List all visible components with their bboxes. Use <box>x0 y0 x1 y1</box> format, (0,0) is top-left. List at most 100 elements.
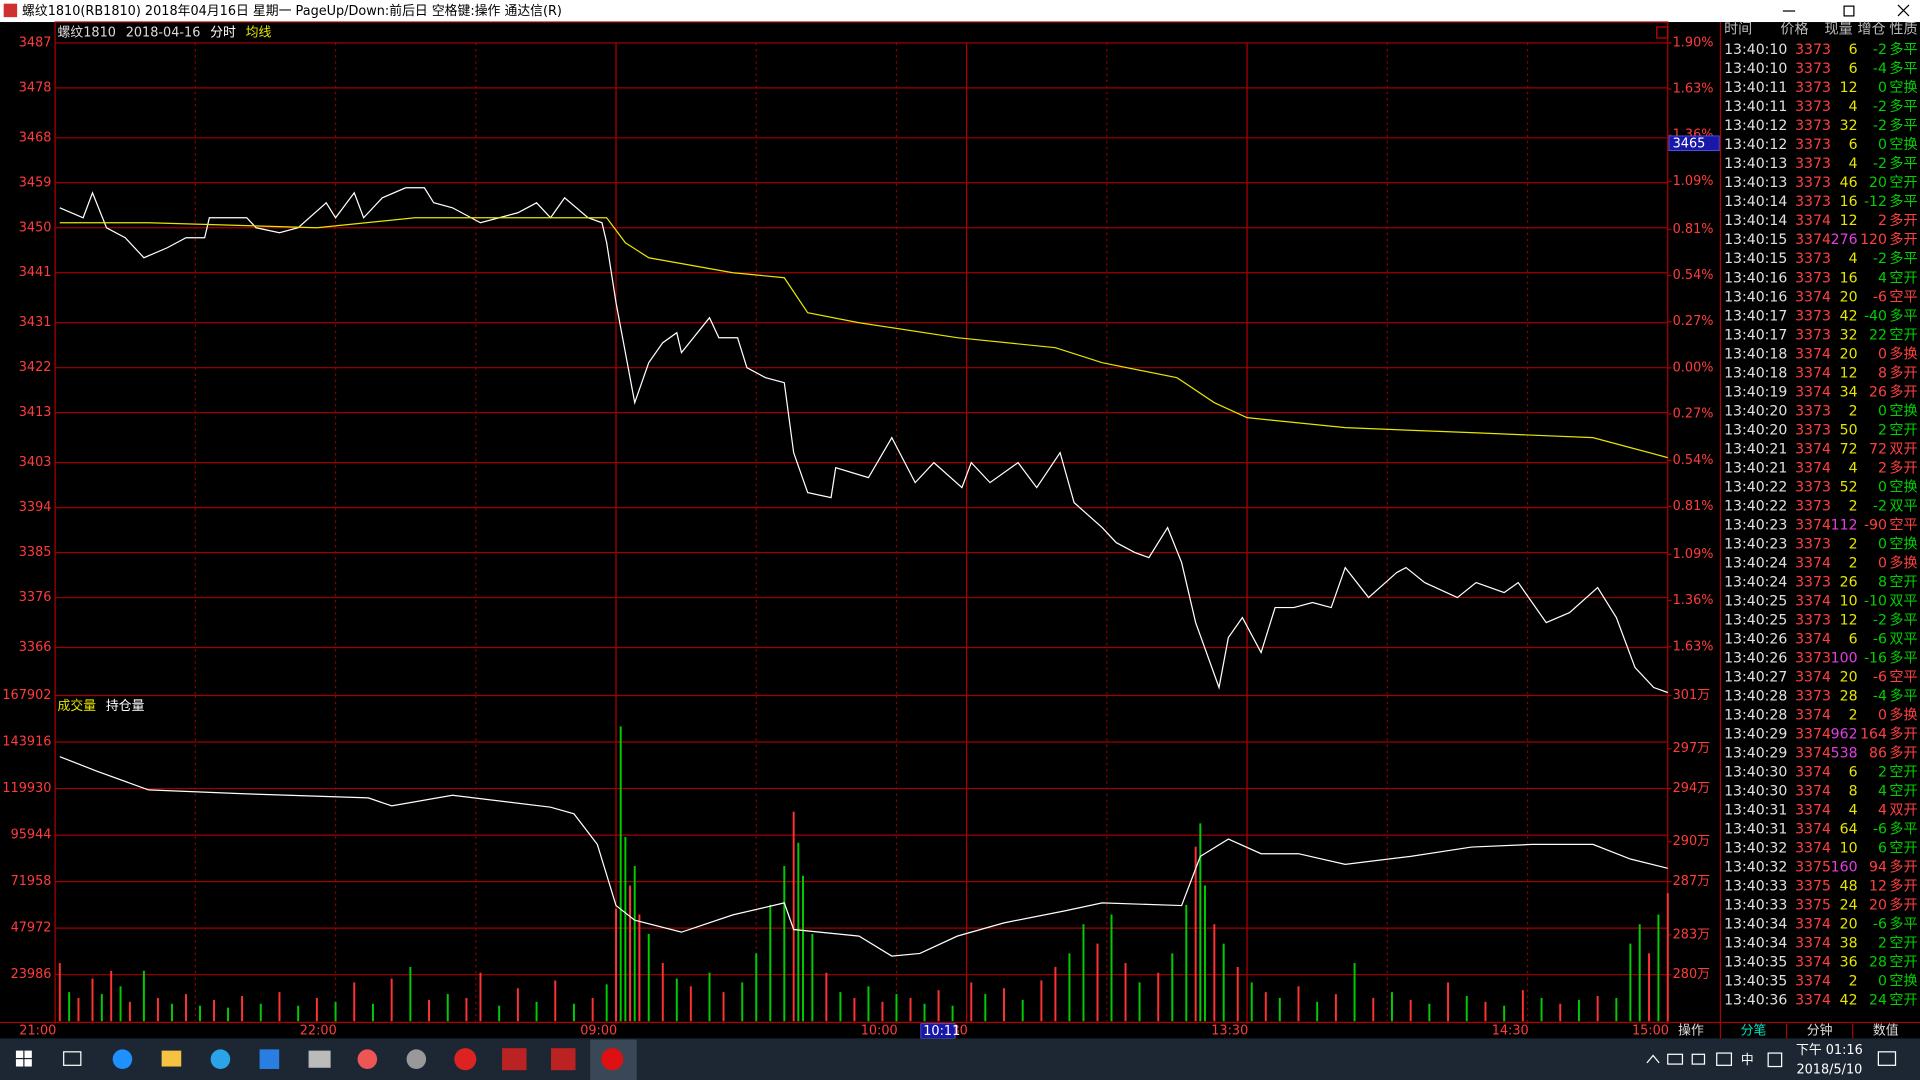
y-tick-label: 3385 <box>19 545 52 560</box>
tick-oi-change: 0 <box>1878 555 1887 571</box>
notification-icon[interactable] <box>1877 1051 1897 1066</box>
app-icon[interactable] <box>551 1048 576 1071</box>
tick-time: 13:40:26 <box>1724 650 1787 666</box>
volume-bar <box>633 866 636 1022</box>
edge-icon[interactable] <box>112 1049 133 1069</box>
tick-oi-change: 20 <box>1869 175 1887 191</box>
tick-nature: 多平 <box>1889 307 1917 324</box>
clock-date[interactable]: 2018/5/10 <box>1796 1063 1862 1078</box>
volume-bar <box>1222 943 1225 1022</box>
start-button[interactable] <box>15 1050 32 1067</box>
tick-nature: 多开 <box>1889 383 1917 400</box>
volume-bar <box>1577 999 1580 1022</box>
volume-bar <box>199 1005 201 1022</box>
volume-bar <box>909 997 912 1022</box>
tick-volume: 2 <box>1849 403 1858 419</box>
tick-oi-change: 2 <box>1878 422 1887 438</box>
ime-indicator[interactable]: 中 <box>1741 1053 1754 1068</box>
y2-tick-label: 0.81% <box>1673 499 1714 514</box>
y-tick-label: 3431 <box>19 315 52 330</box>
explorer-icon[interactable] <box>161 1050 182 1067</box>
panel-tab[interactable]: 数值 <box>1873 1023 1899 1039</box>
title-bar <box>0 0 1920 23</box>
tick-price: 3374 <box>1795 707 1831 723</box>
tick-time: 13:40:35 <box>1724 954 1787 970</box>
y2-tick-label: 1.90% <box>1673 35 1714 50</box>
tick-time: 13:40:23 <box>1724 517 1787 533</box>
panel-tab[interactable]: 分钟 <box>1807 1023 1833 1039</box>
tray-chevron[interactable] <box>1646 1054 1660 1064</box>
shield-icon[interactable] <box>259 1049 280 1069</box>
restore-button[interactable] <box>1843 5 1855 17</box>
app-icon[interactable] <box>454 1048 477 1071</box>
chart-menu-icon[interactable] <box>1656 26 1669 39</box>
volume-bar <box>811 933 814 1022</box>
volume-bar <box>741 982 744 1022</box>
table-header: 时间 <box>1724 21 1752 37</box>
y-tick-label: 3441 <box>19 265 52 280</box>
volume-bar <box>1068 953 1071 1022</box>
tick-time: 13:40:28 <box>1724 688 1787 704</box>
volume-bar <box>1138 982 1141 1022</box>
volume-bar <box>1648 953 1651 1022</box>
ime-mode[interactable] <box>1767 1052 1783 1068</box>
panel-tab[interactable]: 分笔 <box>1741 1023 1767 1039</box>
volume-bar <box>1521 990 1524 1022</box>
volume-bar <box>802 875 804 1022</box>
ie-icon[interactable] <box>210 1049 231 1069</box>
close-button[interactable] <box>1897 4 1910 17</box>
tick-volume: 10 <box>1840 840 1858 856</box>
action-button[interactable]: 操作 <box>1678 1023 1704 1039</box>
volume-bar <box>479 972 482 1022</box>
tick-price: 3374 <box>1795 213 1831 229</box>
clock-time[interactable]: 下午 01:16 <box>1796 1043 1863 1058</box>
start-logo <box>15 1050 24 1058</box>
x-tick-label: 10:00 <box>861 1024 898 1039</box>
battery-icon <box>1667 1053 1684 1065</box>
app-icon[interactable] <box>406 1049 427 1069</box>
volume-bar <box>465 997 468 1022</box>
tick-price: 3374 <box>1795 992 1831 1008</box>
tick-time: 13:40:25 <box>1724 612 1787 628</box>
volume-bar <box>1372 997 1375 1022</box>
tick-volume: 20 <box>1840 289 1858 305</box>
app-icon[interactable] <box>357 1049 378 1069</box>
tick-oi-change: 4 <box>1878 802 1887 818</box>
tick-volume: 20 <box>1840 669 1858 685</box>
volume-bar <box>1666 893 1669 1022</box>
tick-price: 3373 <box>1795 251 1831 267</box>
tick-time: 13:40:16 <box>1724 289 1787 305</box>
y2-tick-label: 280万 <box>1673 967 1711 982</box>
crosshair-time: 10:11 <box>923 1024 960 1039</box>
volume-bar <box>1171 953 1174 1022</box>
tick-price: 3373 <box>1795 270 1831 286</box>
app-icon[interactable] <box>502 1048 527 1071</box>
tick-nature: 空开 <box>1889 764 1917 780</box>
tick-time: 13:40:22 <box>1724 498 1787 514</box>
start-logo <box>24 1059 32 1067</box>
tick-time: 13:40:14 <box>1724 213 1787 229</box>
volume-bar <box>1199 823 1202 1022</box>
tick-price: 3374 <box>1795 232 1831 248</box>
tick-time: 13:40:31 <box>1724 821 1787 837</box>
tick-price: 3373 <box>1795 574 1831 590</box>
tick-oi-change: -90 <box>1864 517 1887 533</box>
volume-bar <box>1124 963 1127 1022</box>
volume-bar <box>185 994 187 1022</box>
volume-bar <box>769 904 772 1022</box>
tick-volume: 962 <box>1831 726 1858 742</box>
volume-bar <box>881 1001 884 1022</box>
task-view[interactable] <box>63 1051 82 1066</box>
volume-bar <box>619 726 622 1022</box>
tick-oi-change: 26 <box>1869 384 1887 400</box>
app-icon[interactable] <box>308 1050 331 1068</box>
tick-price: 3373 <box>1795 479 1831 495</box>
volume-bar <box>278 992 281 1022</box>
tick-time: 13:40:33 <box>1724 878 1787 894</box>
tick-oi-change: -2 <box>1873 42 1887 58</box>
tick-volume: 4 <box>1849 251 1858 267</box>
tick-nature: 空换 <box>1889 79 1917 96</box>
tick-nature: 多平 <box>1889 250 1917 267</box>
tick-oi-change: -6 <box>1873 669 1887 685</box>
tick-time: 13:40:15 <box>1724 232 1787 248</box>
